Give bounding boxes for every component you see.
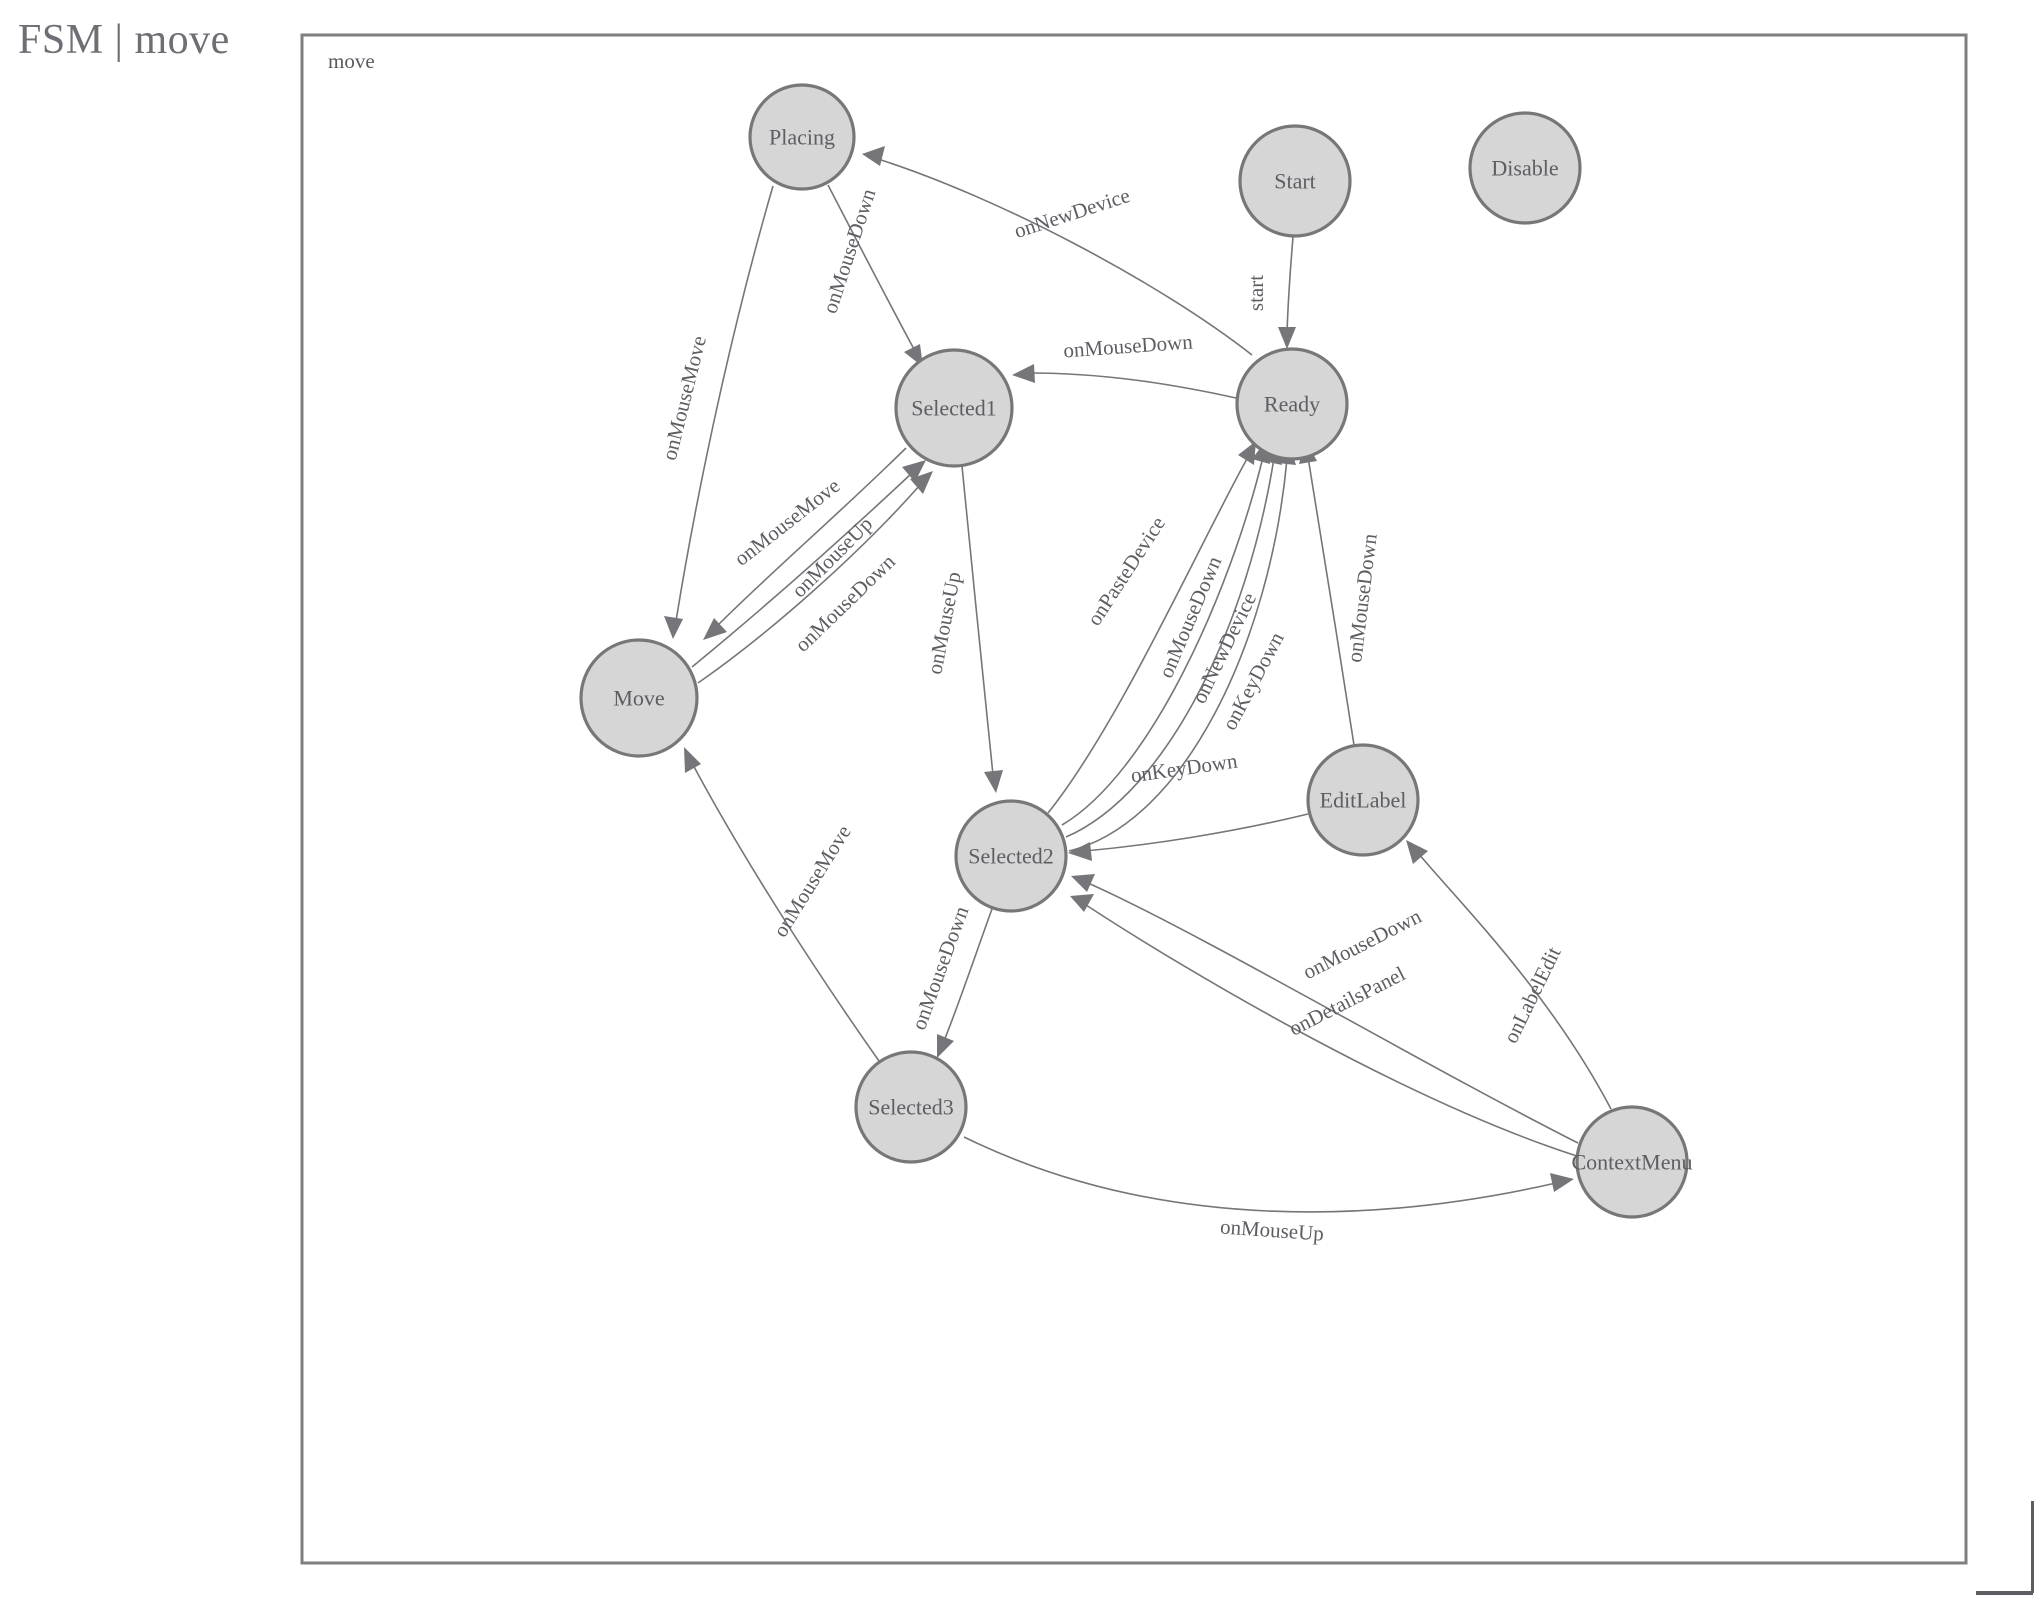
cluster-box [300,33,1968,1565]
node-label: Selected2 [968,844,1054,869]
node-label: EditLabel [1320,788,1407,813]
node-circle[interactable] [854,1050,968,1164]
fsm-diagram: move start onNewDevice onMouseDown onMou… [300,33,2034,1599]
node-disable[interactable]: Disable [1468,111,1582,225]
corner-mark [1976,1501,2034,1595]
node-label: Placing [769,125,835,150]
edge-start-ready: start [1244,236,1296,349]
node-selected2[interactable]: Selected2 [954,799,1068,913]
node-circle[interactable] [748,83,856,191]
node-label: Ready [1264,392,1320,417]
node-circle[interactable] [1468,111,1582,225]
node-label: Move [613,686,664,711]
node-contextmenu[interactable]: ContextMenu [1572,1105,1693,1219]
node-circle[interactable] [1238,124,1352,238]
node-circle[interactable] [1575,1105,1689,1219]
node-label: Selected1 [911,396,997,421]
node-move[interactable]: Move [579,638,699,758]
edge-label: start [1244,275,1268,311]
node-circle[interactable] [954,799,1068,913]
node-editlabel[interactable]: EditLabel [1306,743,1420,857]
node-label: Selected3 [868,1095,954,1120]
node-circle[interactable] [579,638,699,758]
node-placing[interactable]: Placing [748,83,856,191]
page-title: FSM | move [18,17,230,63]
node-label: Disable [1491,156,1558,181]
node-circle[interactable] [1235,347,1349,461]
node-ready[interactable]: Ready [1235,347,1349,461]
node-label: ContextMenu [1572,1150,1693,1175]
node-circle[interactable] [894,348,1014,468]
node-selected1[interactable]: Selected1 [894,348,1014,468]
node-start[interactable]: Start [1238,124,1352,238]
node-label: Start [1274,169,1316,194]
node-circle[interactable] [1306,743,1420,857]
cluster-label: move [328,49,375,73]
node-selected3[interactable]: Selected3 [854,1050,968,1164]
node-layer: Placing Start Disable Selected1 Ready Mo… [579,83,1693,1219]
